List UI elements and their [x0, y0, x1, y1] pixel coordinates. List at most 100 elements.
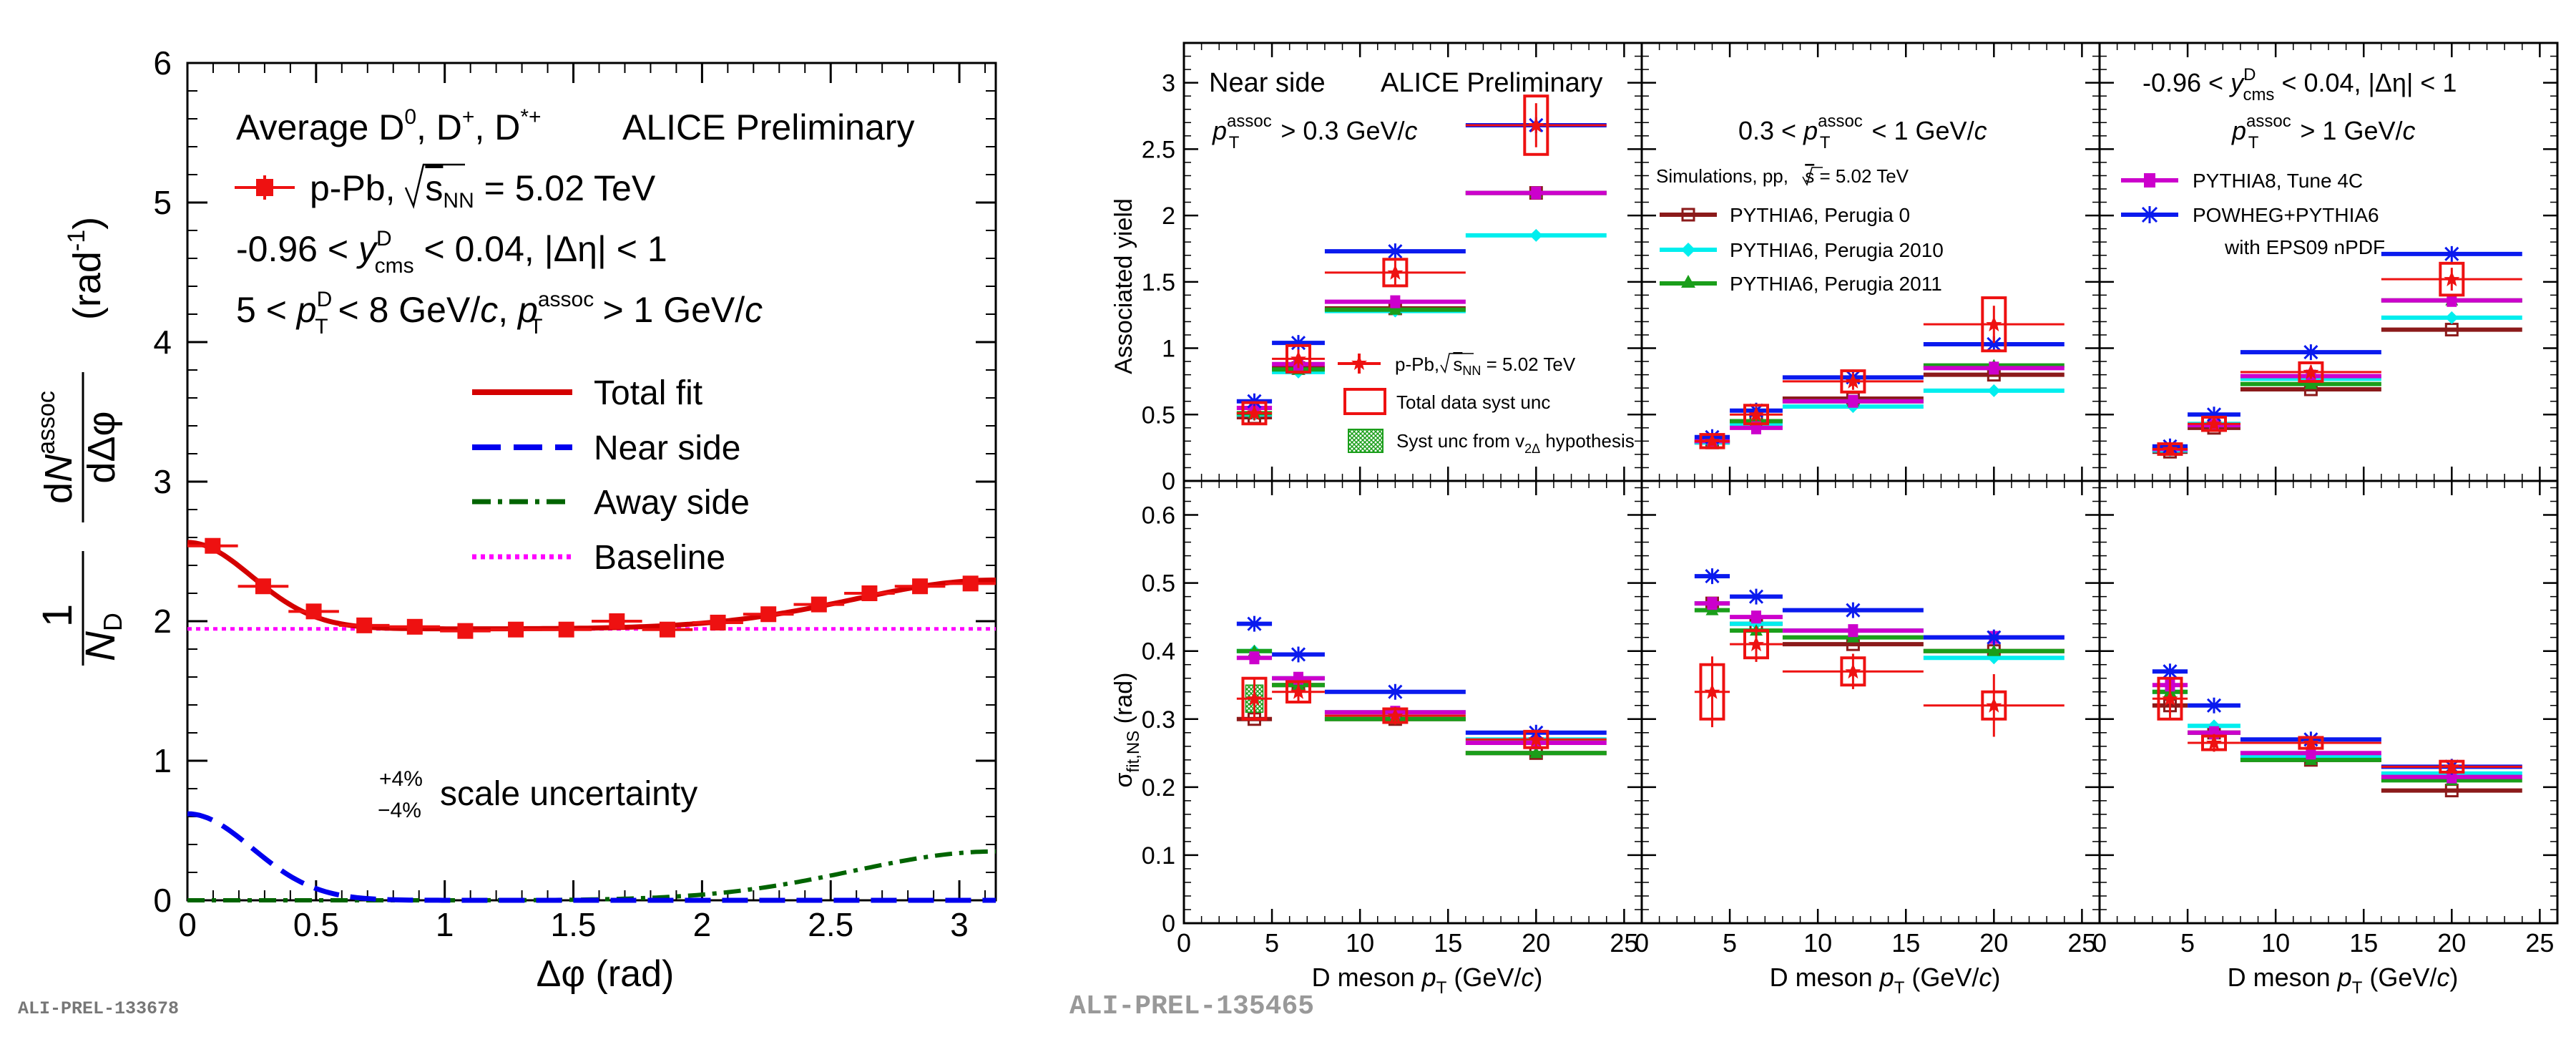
data-point [440, 623, 491, 639]
model-point-pythia8 [1694, 597, 1730, 610]
right-prelim-id: ALI-PREL-135465 [1069, 991, 1314, 1022]
left-ylabel: 1 ND dNassoc dΔφ (rad-1) [33, 217, 127, 666]
model-marker-star [2206, 697, 2222, 714]
left-axis-ticks [186, 62, 996, 902]
y-tick-label: 0.4 [1142, 638, 1175, 666]
model-marker-rect [1751, 610, 1761, 624]
y-tick-label: 3 [1162, 70, 1175, 97]
model-point-pythia8 [1923, 361, 2065, 375]
model-point-pythia8 [1730, 610, 1783, 624]
right-experiment-label: ALICE Preliminary [1381, 68, 1602, 98]
panel-frame [1640, 479, 2101, 925]
data-point-marker [760, 606, 777, 623]
data-point [490, 621, 542, 638]
total-fit-curve [187, 540, 996, 632]
scale-uncertainty: scale uncertainty [440, 775, 697, 813]
data-point [187, 537, 238, 554]
svg-text:PYTHIA6, Perugia 2010: PYTHIA6, Perugia 2010 [1730, 239, 1944, 261]
model-marker-diamond [1529, 228, 1543, 242]
data-point-marker [205, 537, 221, 554]
model-point-pythia8 [2381, 293, 2522, 307]
data-point [2188, 415, 2240, 432]
model-marker-rect [2447, 770, 2457, 784]
data-point-marker [962, 575, 979, 592]
data-marker [1528, 117, 1544, 132]
model-point-pythia8 [1782, 624, 1924, 638]
model-marker-rect [1848, 394, 1858, 408]
x-tick-label: 5 [2180, 928, 2195, 958]
panel-label-passoc-03: passoc T > 0.3 GeV/c [1212, 112, 1418, 152]
y-tick-label: 1.5 [1142, 269, 1175, 296]
panel-label-passoc-03-1: 0.3 < passoc T < 1 GeV/c [1738, 112, 1987, 152]
svg-text:PYTHIA6, Perugia 2011: PYTHIA6, Perugia 2011 [1730, 273, 1942, 295]
model-point-perugia2011 [1923, 644, 2065, 656]
data-point [1272, 680, 1325, 704]
legend-baseline: Baseline [594, 539, 725, 577]
y-tick-label: 5 [153, 184, 172, 221]
data-point-marker [609, 613, 625, 629]
model-point-powheg [1730, 588, 1783, 605]
data-point [1324, 706, 1466, 725]
model-point-perugia0 [2381, 323, 2522, 337]
model-marker-star [1846, 602, 1861, 618]
model-marker-star [1291, 646, 1306, 663]
data-legend: p-Pb, sNN = 5.02 TeV Total data syst unc… [1338, 353, 1635, 456]
data-marker [1986, 697, 2002, 713]
data-point-marker [861, 585, 878, 601]
data-marker [1291, 683, 1306, 699]
y-tick-label: 0.2 [1142, 774, 1175, 802]
y-tick-label: 0.3 [1142, 706, 1175, 734]
x-tick-label: 1.5 [551, 906, 597, 943]
model-point-perugia2011 [2240, 377, 2381, 389]
data-point-marker [406, 618, 423, 635]
svg-text:p-Pb, sNN = 5.02 TeV: p-Pb, sNN = 5.02 TeV [1395, 354, 1576, 378]
data-point [592, 613, 642, 629]
svg-text:dΔφ: dΔφ [80, 411, 123, 483]
model-point-perugia2010 [1923, 384, 2065, 397]
x-tick-label: 2 [693, 906, 712, 943]
y-tick-label: 0 [1162, 468, 1175, 495]
data-marker [1748, 406, 1764, 422]
model-point-perugia2010 [2381, 311, 2522, 324]
data-marker [2303, 735, 2319, 751]
data-point-marker [659, 621, 675, 638]
model-point-powheg [1923, 629, 2065, 646]
model-marker-star [1987, 629, 2002, 646]
y-tick-label: 2.5 [1142, 136, 1175, 163]
data-marker [2444, 759, 2460, 774]
legend-pythia8: PYTHIA8, Tune 4C [2121, 170, 2363, 192]
model-marker-rect [1249, 651, 1260, 665]
panel-label-passoc-1: passoc T > 1 GeV/c [2231, 112, 2416, 152]
model-marker-star [1388, 243, 1403, 260]
data-point [1694, 656, 1730, 728]
left-xlabel: Δφ (rad) [537, 953, 675, 995]
svg-text:Syst unc from v2Δ hypothesis: Syst unc from v2Δ hypothesis [1396, 430, 1635, 456]
y-tick-label: 2 [153, 603, 172, 640]
data-point [1324, 258, 1466, 288]
data-point [894, 578, 946, 595]
model-point-powheg [1272, 335, 1325, 351]
data-point [1694, 433, 1730, 449]
x-tick-label: 1 [436, 906, 454, 943]
x-tick-label: 5 [1265, 928, 1279, 958]
data-point [1465, 94, 1607, 156]
y-tick-label: 0 [1162, 910, 1175, 938]
legend-near-side: Near side [594, 429, 740, 467]
left-header: Average D0, D+, D*+ [236, 105, 542, 147]
svg-text:ND: ND [77, 613, 127, 661]
x-tick-label: 3 [950, 906, 969, 943]
model-marker-triangle [1389, 303, 1402, 315]
left-cut-rapidity: -0.96 < yD cms < 0.04, |Δη| < 1 [236, 227, 667, 278]
model-point-pythia8 [2240, 746, 2381, 760]
data-marker [2444, 271, 2460, 287]
x-tick-label: 10 [1803, 928, 1832, 958]
scale-up: +4% [379, 767, 423, 791]
data-point [2381, 261, 2522, 297]
x-tick-label: 20 [1979, 928, 2008, 958]
right-data-points [1236, 94, 2522, 774]
simulations-legend: Simulations, pp, s = 5.02 TeV PYTHIA6, P… [1656, 165, 1944, 295]
model-point-powheg [1694, 568, 1730, 585]
data-point-marker [810, 596, 827, 613]
near-side-label: Near side [1209, 68, 1326, 98]
